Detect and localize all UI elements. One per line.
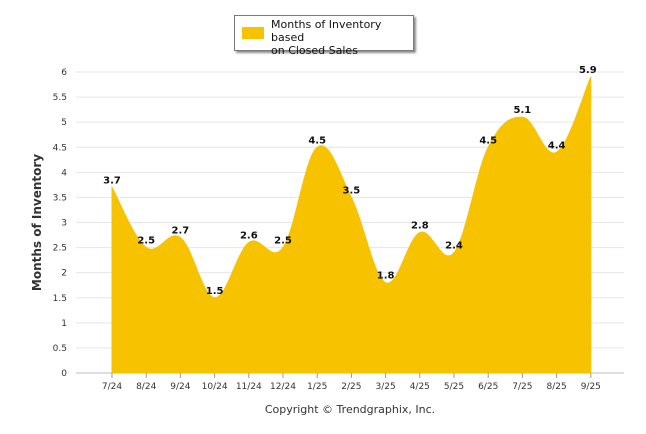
data-label: 4.5 xyxy=(308,135,326,146)
y-axis-ticks: 0 0.5 1 1.5 2 2.5 3 3.5 4 4.5 5 5.5 6 xyxy=(53,68,68,379)
y-tick-label: 3.5 xyxy=(53,193,67,203)
x-tick-label: 8/25 xyxy=(546,382,566,392)
x-tick-label: 1/25 xyxy=(307,382,327,392)
y-tick-label: 2.5 xyxy=(53,244,67,254)
x-tick-label: 5/25 xyxy=(444,382,464,392)
data-label: 4.4 xyxy=(548,140,566,151)
data-label: 2.4 xyxy=(445,241,463,252)
data-label: 3.5 xyxy=(343,185,361,196)
data-label: 2.8 xyxy=(411,221,429,232)
y-tick-label: 0.5 xyxy=(53,344,67,354)
y-tick-label: 4.5 xyxy=(53,143,67,153)
x-tick-label: 10/24 xyxy=(202,382,228,392)
x-axis-ticks: 7/24 8/24 9/24 10/24 11/24 12/24 1/25 2/25 3/25 4… xyxy=(102,373,601,392)
data-label: 2.6 xyxy=(240,231,258,242)
copyright-text: Copyright © Trendgraphix, Inc. xyxy=(265,403,435,416)
legend-swatch xyxy=(242,27,264,39)
y-tick-label: 1 xyxy=(61,319,67,329)
y-tick-label: 0 xyxy=(61,369,67,379)
x-tick-label: 9/24 xyxy=(170,382,190,392)
x-tick-label: 7/24 xyxy=(102,382,122,392)
legend: Months of Inventory based on Closed Sale… xyxy=(234,15,414,57)
data-label: 5.1 xyxy=(514,105,532,116)
data-label: 1.5 xyxy=(206,286,224,297)
data-label: 2.7 xyxy=(172,226,190,237)
data-label: 1.8 xyxy=(377,271,395,282)
x-tick-label: 3/25 xyxy=(375,382,395,392)
x-tick-label: 4/25 xyxy=(410,382,430,392)
x-tick-label: 7/25 xyxy=(512,382,532,392)
y-tick-label: 5.5 xyxy=(53,93,67,103)
y-tick-label: 5 xyxy=(61,118,67,128)
x-tick-label: 2/25 xyxy=(341,382,361,392)
data-label: 2.5 xyxy=(137,236,155,247)
y-tick-label: 1.5 xyxy=(53,294,67,304)
data-labels: 3.7 2.5 2.7 1.5 2.6 2.5 4.5 3.5 1.8 2.8 2.4 4.5 5.1 4… xyxy=(103,65,597,297)
x-tick-label: 8/24 xyxy=(136,382,156,392)
y-tick-label: 3 xyxy=(61,219,67,229)
y-tick-label: 6 xyxy=(61,68,67,78)
data-label: 4.5 xyxy=(479,135,497,146)
data-label: 5.9 xyxy=(579,65,597,76)
data-label: 3.7 xyxy=(103,175,121,186)
x-tick-label: 6/25 xyxy=(478,382,498,392)
y-tick-label: 2 xyxy=(61,269,67,279)
y-axis-label: Months of Inventory xyxy=(30,154,44,291)
x-tick-label: 11/24 xyxy=(236,382,262,392)
x-tick-label: 12/24 xyxy=(270,382,296,392)
area-series xyxy=(111,76,592,374)
legend-label: Months of Inventory based on Closed Sale… xyxy=(271,18,382,57)
data-label: 2.5 xyxy=(274,236,292,247)
y-tick-label: 4 xyxy=(61,168,67,178)
x-tick-label: 9/25 xyxy=(581,382,601,392)
